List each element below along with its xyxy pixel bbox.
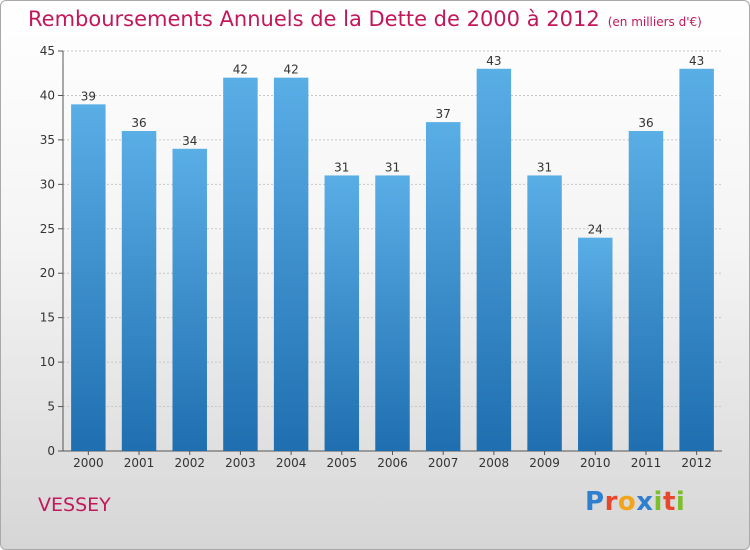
- y-tick-label: 20: [40, 266, 55, 280]
- data-label: 36: [131, 116, 146, 130]
- data-label: 43: [689, 54, 704, 68]
- logo-letter: t: [662, 487, 676, 517]
- chart-subtitle: (en milliers d'€): [607, 15, 702, 29]
- bar-2011: [628, 131, 664, 451]
- logo-letter: r: [604, 487, 618, 517]
- bar-2004: [273, 77, 309, 452]
- data-label: 37: [436, 107, 451, 121]
- y-tick-label: 0: [47, 444, 55, 458]
- bar-2002: [172, 148, 207, 451]
- y-tick-label: 30: [40, 177, 55, 191]
- x-tick-label: 2012: [681, 456, 712, 470]
- data-label: 36: [638, 116, 653, 130]
- x-tick-label: 2008: [479, 456, 510, 470]
- bar-2000: [71, 104, 106, 451]
- bar-2008: [476, 68, 512, 452]
- logo-letter: o: [617, 487, 637, 517]
- x-tick-label: 2000: [73, 456, 104, 470]
- chart-title-text: Remboursements Annuels de la Dette de 20…: [28, 7, 600, 31]
- logo-letter: i: [653, 487, 663, 517]
- data-label: 24: [588, 223, 603, 237]
- bar-2001: [121, 131, 157, 451]
- data-label: 43: [486, 54, 501, 68]
- logo-letter: P: [585, 487, 605, 517]
- data-label: 34: [182, 134, 197, 148]
- bar-2010: [578, 237, 613, 451]
- bar-2012: [679, 68, 714, 452]
- y-tick-label: 15: [40, 311, 55, 325]
- logo-letter: i: [675, 487, 686, 517]
- data-label: 31: [385, 160, 400, 174]
- x-tick-label: 2003: [225, 456, 256, 470]
- x-tick-label: 2004: [276, 456, 307, 470]
- y-tick-label: 35: [40, 133, 55, 147]
- data-label: 42: [233, 63, 248, 77]
- data-label: 31: [537, 160, 552, 174]
- x-tick-label: 2007: [428, 456, 459, 470]
- town-name: VESSEY: [38, 494, 111, 516]
- data-label: 39: [81, 89, 96, 103]
- data-label: 42: [283, 63, 298, 77]
- x-tick-label: 2011: [631, 456, 662, 470]
- y-tick-label: 25: [40, 222, 55, 236]
- proxiti-logo: Proxiti: [585, 487, 685, 517]
- bar-2006: [375, 175, 410, 451]
- y-tick-label: 10: [40, 355, 55, 369]
- logo-letter: x: [636, 487, 654, 517]
- data-label: 31: [334, 160, 349, 174]
- y-tick-label: 5: [47, 400, 55, 414]
- bar-2003: [223, 77, 258, 452]
- x-tick-label: 2006: [377, 456, 408, 470]
- chart-title: Remboursements Annuels de la Dette de 20…: [28, 7, 702, 31]
- x-tick-label: 2002: [174, 456, 205, 470]
- bar-2009: [527, 175, 562, 451]
- bar-2007: [425, 122, 461, 451]
- y-tick-label: 45: [40, 44, 55, 58]
- y-tick-label: 40: [40, 88, 55, 102]
- x-tick-label: 2009: [529, 456, 560, 470]
- x-tick-label: 2001: [124, 456, 155, 470]
- x-tick-label: 2005: [327, 456, 358, 470]
- x-tick-label: 2010: [580, 456, 611, 470]
- bar-2005: [324, 175, 360, 451]
